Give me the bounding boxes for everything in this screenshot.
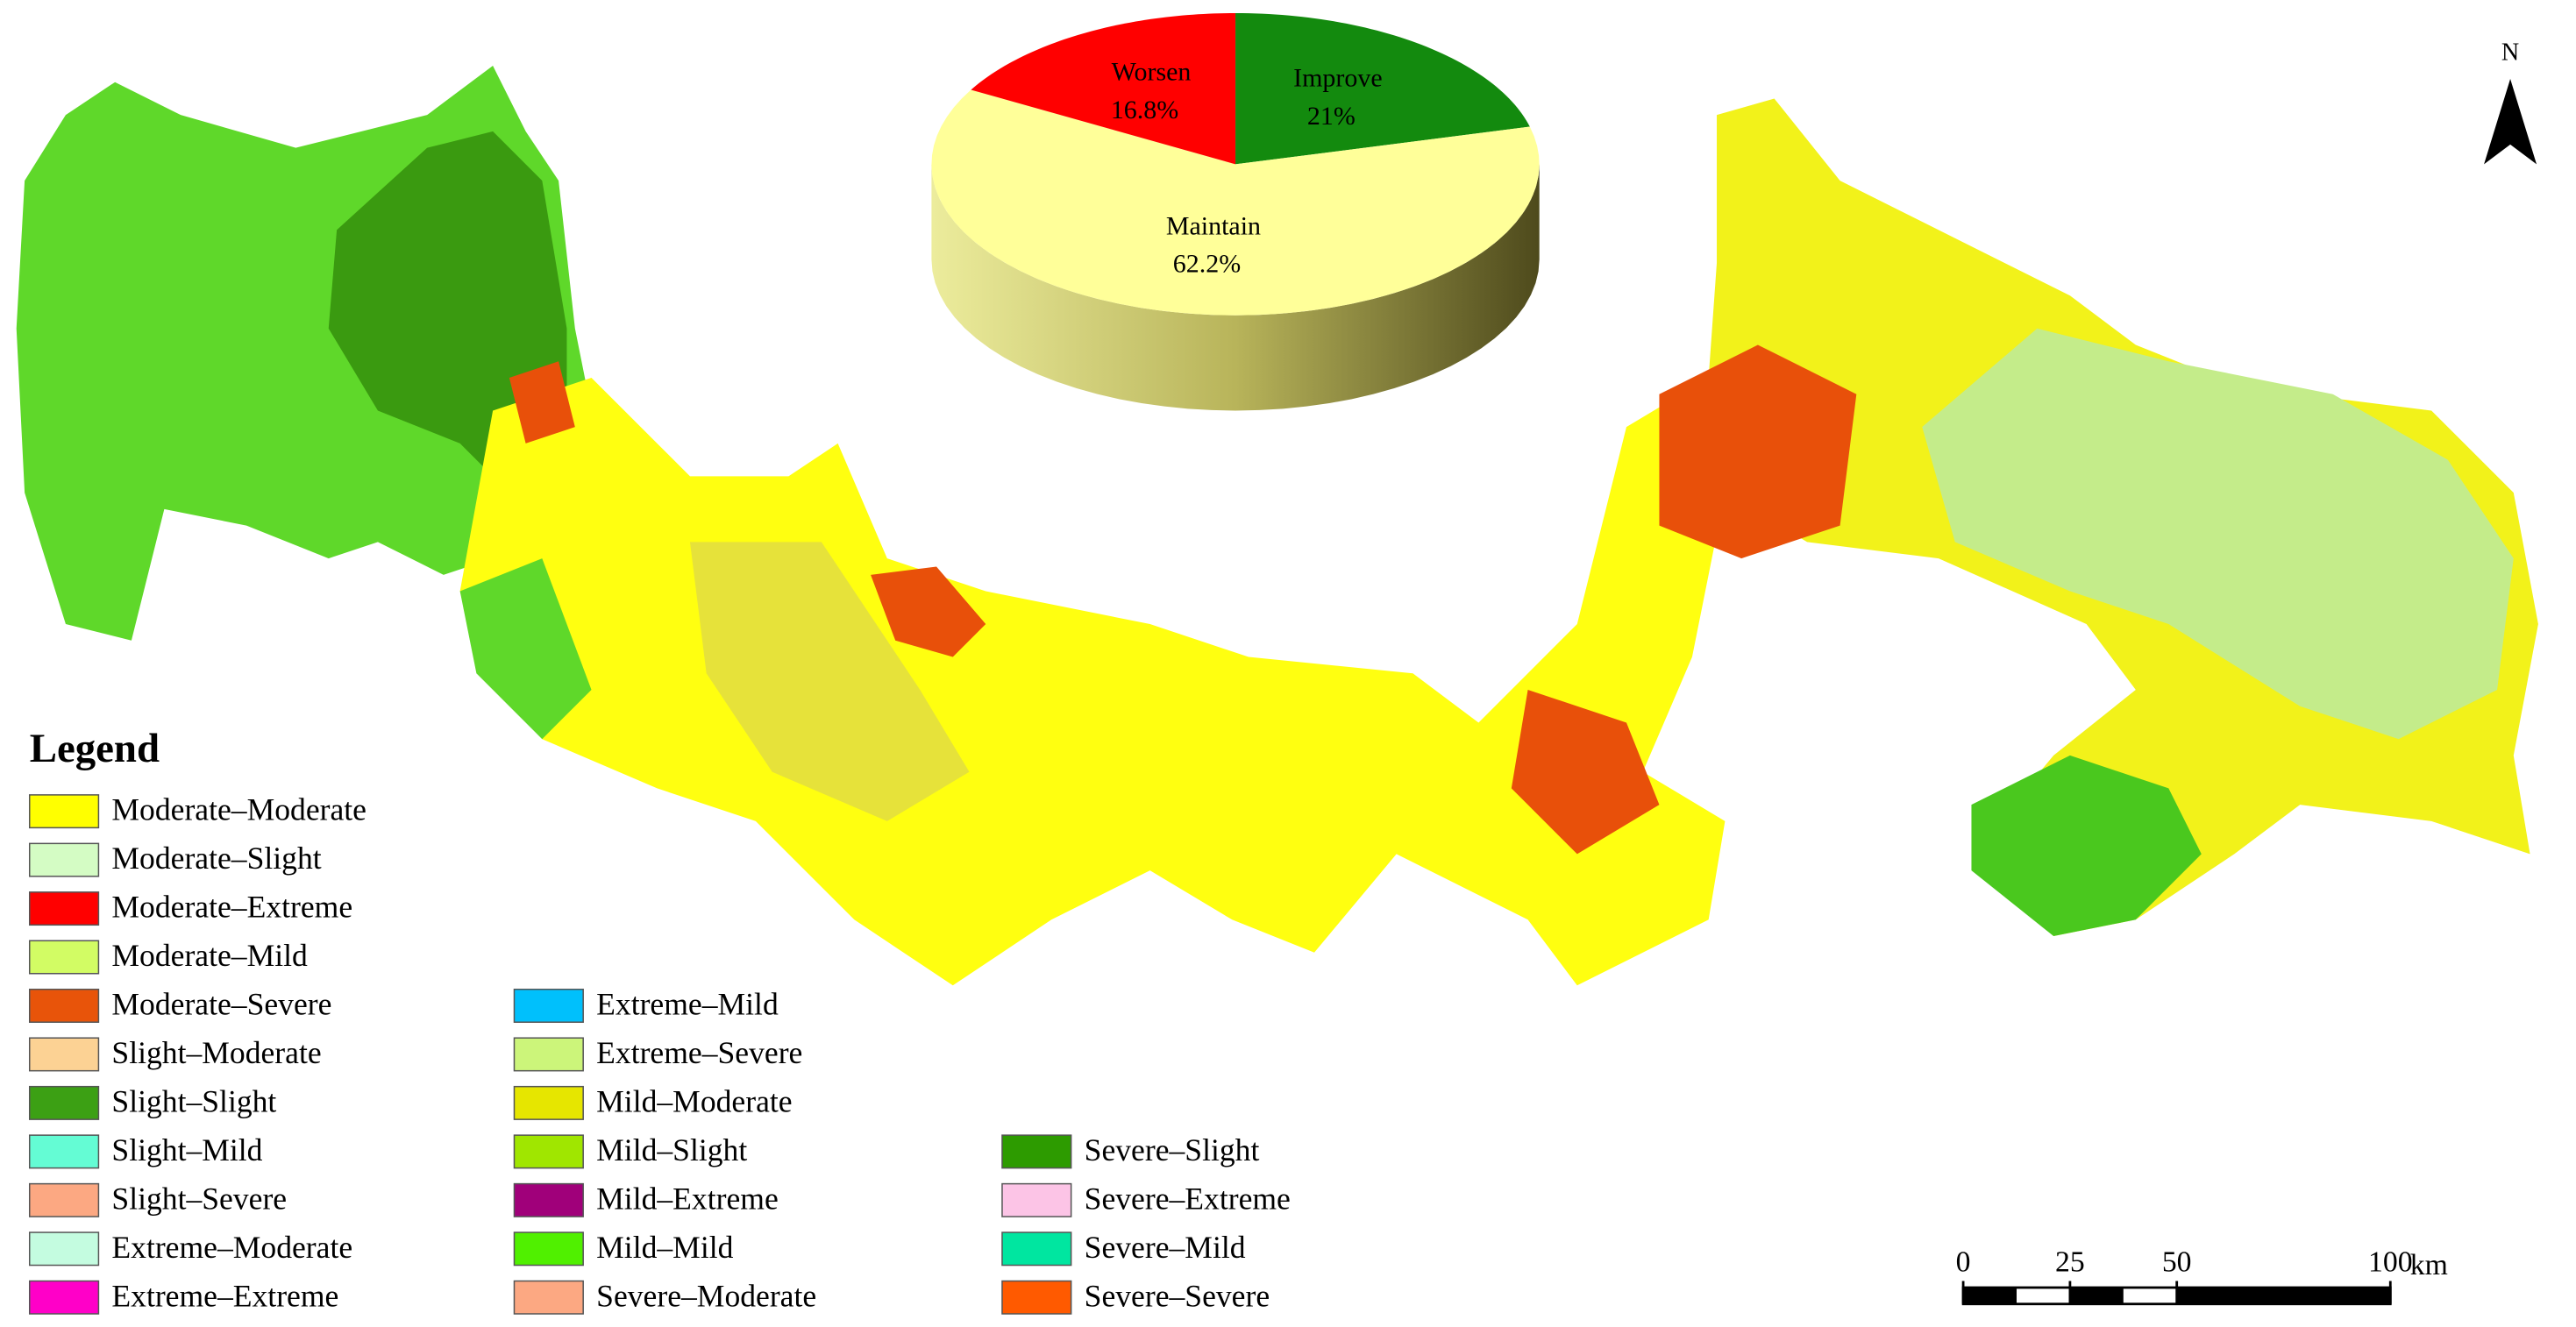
pie-side <box>931 164 1540 411</box>
pie-slice <box>1235 13 1530 165</box>
legend-swatch <box>28 842 100 877</box>
legend-swatch <box>513 1280 584 1315</box>
legend-label: Extreme–Severe <box>596 1035 802 1070</box>
legend-swatch <box>28 1182 100 1217</box>
legend-label: Moderate–Mild <box>111 938 308 973</box>
pie-value-label: 62.2% <box>1173 250 1241 279</box>
scale-tick-label: 50 <box>2162 1246 2192 1279</box>
legend-swatch <box>513 988 584 1023</box>
scale-tick-label: 0 <box>1956 1246 1971 1279</box>
legend-label: Severe–Slight <box>1085 1132 1260 1167</box>
legend-label: Mild–Moderate <box>596 1083 792 1118</box>
hotspot <box>871 566 986 657</box>
legend-label: Severe–Mild <box>1085 1230 1246 1265</box>
legend-swatch <box>1001 1231 1072 1267</box>
pie-label: Worsen <box>1112 58 1192 87</box>
scale-bar-segment <box>2069 1288 2124 1304</box>
legend-swatch <box>28 1037 100 1072</box>
legend-swatch <box>513 1231 584 1267</box>
pie-slice <box>971 13 1236 165</box>
hotspot <box>1511 689 1660 855</box>
region-center-olive <box>689 542 970 821</box>
pie-chart: Improve 21% Maintain 62.2% Worsen 16.8% <box>931 13 1540 411</box>
legend-swatch <box>513 1085 584 1120</box>
legend-swatch <box>28 988 100 1023</box>
legend-label: Mild–Mild <box>596 1230 733 1265</box>
legend-label: Slight–Moderate <box>111 1035 321 1070</box>
legend-title: Legend <box>30 726 160 771</box>
legend-label: Moderate–Severe <box>111 987 331 1022</box>
legend-label: Severe–Moderate <box>596 1278 816 1313</box>
legend-label: Moderate–Slight <box>111 841 321 876</box>
scale-bar-segment <box>1963 1288 2017 1304</box>
region-east-green <box>1922 328 2514 740</box>
legend-label: Extreme–Moderate <box>111 1230 352 1265</box>
pie-label: Improve <box>1293 64 1383 93</box>
legend-label: Slight–Mild <box>111 1132 262 1167</box>
region-center <box>459 377 1726 986</box>
legend-swatch <box>28 940 100 975</box>
legend-label: Slight–Severe <box>111 1181 287 1216</box>
map-area <box>16 65 2538 986</box>
legend-label: Mild–Slight <box>596 1132 747 1167</box>
north-label: N <box>2501 39 2519 66</box>
pie-value-label: 21% <box>1307 102 1356 131</box>
hotspot <box>509 361 575 444</box>
legend-label: Moderate–Extreme <box>111 890 352 925</box>
pie-label: Maintain <box>1166 212 1261 241</box>
scale-bar-segment <box>2176 1288 2391 1304</box>
pie-slice <box>931 89 1540 316</box>
legend-swatch <box>28 1280 100 1315</box>
hotspot <box>1659 344 1857 559</box>
legend-swatch <box>28 1134 100 1169</box>
legend-label: Severe–Severe <box>1085 1278 1270 1313</box>
legend-swatch <box>513 1182 584 1217</box>
pie-value-label: 16.8% <box>1111 96 1178 124</box>
legend-label: Extreme–Extreme <box>111 1278 338 1313</box>
legend-swatch <box>28 1085 100 1120</box>
legend-swatch <box>1001 1182 1072 1217</box>
north-arrow-shape <box>2484 78 2537 165</box>
legend-label: Extreme–Mild <box>596 987 779 1022</box>
legend-label: Mild–Extreme <box>596 1181 779 1216</box>
scale-unit: km <box>2410 1249 2448 1281</box>
legend-swatch <box>513 1037 584 1072</box>
region-south-green <box>1971 755 2202 937</box>
legend-label: Slight–Slight <box>111 1083 276 1118</box>
legend-label: Severe–Extreme <box>1085 1181 1291 1216</box>
scale-tick-label: 100 <box>2368 1246 2413 1279</box>
legend-swatch <box>1001 1134 1072 1169</box>
legend-label: Moderate–Moderate <box>111 792 366 827</box>
region-sw-green <box>459 558 592 740</box>
legend-swatch <box>28 891 100 926</box>
legend-swatch <box>28 1231 100 1267</box>
north-arrow: N <box>2484 39 2537 165</box>
legend-swatch <box>513 1134 584 1169</box>
legend-swatch <box>1001 1280 1072 1315</box>
legend: Legend Moderate–Moderate Moderate–Slight M… <box>28 726 1291 1315</box>
scale-tick-label: 25 <box>2055 1246 2085 1279</box>
legend-swatch <box>28 794 100 829</box>
